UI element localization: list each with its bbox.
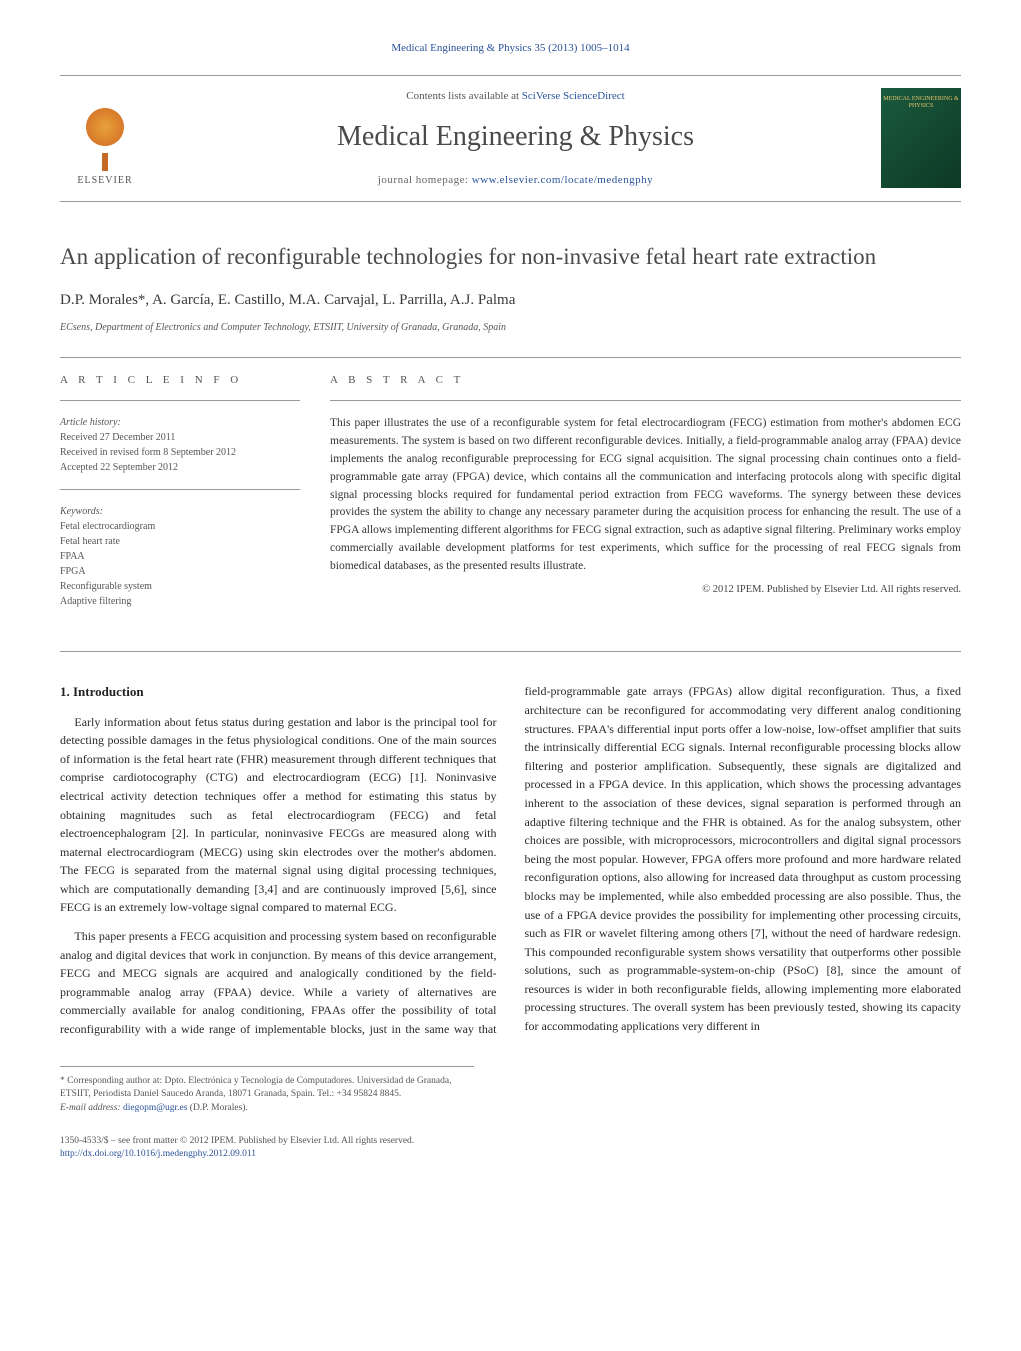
keyword: FPAA bbox=[60, 549, 300, 564]
email-line: E-mail address: diegopm@ugr.es (D.P. Mor… bbox=[60, 1102, 474, 1115]
author-list: D.P. Morales*, A. García, E. Castillo, M… bbox=[60, 289, 961, 312]
publisher-logo-block: ELSEVIER bbox=[60, 88, 150, 188]
footer: 1350-4533/$ – see front matter © 2012 IP… bbox=[60, 1135, 961, 1162]
journal-title: Medical Engineering & Physics bbox=[150, 116, 881, 158]
journal-cover-thumb: MEDICAL ENGINEERING & PHYSICS bbox=[881, 88, 961, 188]
journal-homepage-line: journal homepage: www.elsevier.com/locat… bbox=[150, 172, 881, 189]
doi-link[interactable]: http://dx.doi.org/10.1016/j.medengphy.20… bbox=[60, 1149, 256, 1159]
affiliation: ECsens, Department of Electronics and Co… bbox=[60, 320, 961, 335]
keyword: Fetal electrocardiogram bbox=[60, 519, 300, 534]
journal-homepage-link[interactable]: www.elsevier.com/locate/medengphy bbox=[472, 174, 653, 186]
masthead: ELSEVIER Contents lists available at Sci… bbox=[60, 75, 961, 202]
keywords-heading: Keywords: bbox=[60, 504, 300, 519]
body-paragraph: Early information about fetus status dur… bbox=[60, 713, 497, 918]
history-heading: Article history: bbox=[60, 415, 300, 430]
citation-line: Medical Engineering & Physics 35 (2013) … bbox=[391, 42, 629, 54]
divider bbox=[60, 400, 300, 401]
article-info-column: a r t i c l e i n f o Article history: R… bbox=[60, 372, 300, 624]
corresponding-author: * Corresponding author at: Dpto. Electró… bbox=[60, 1075, 474, 1102]
article-info-label: a r t i c l e i n f o bbox=[60, 372, 300, 389]
keyword: Reconfigurable system bbox=[60, 579, 300, 594]
keyword: Fetal heart rate bbox=[60, 534, 300, 549]
divider bbox=[60, 651, 961, 652]
history-revised: Received in revised form 8 September 201… bbox=[60, 445, 300, 460]
divider bbox=[60, 489, 300, 490]
history-accepted: Accepted 22 September 2012 bbox=[60, 460, 300, 475]
article-history: Article history: Received 27 December 20… bbox=[60, 415, 300, 475]
elsevier-tree-icon bbox=[75, 103, 135, 163]
article-title: An application of reconfigurable technol… bbox=[60, 242, 961, 272]
running-head: Medical Engineering & Physics 35 (2013) … bbox=[60, 40, 961, 57]
section-heading: 1. Introduction bbox=[60, 682, 497, 702]
divider bbox=[330, 400, 961, 401]
article-body: 1. Introduction Early information about … bbox=[60, 682, 961, 1042]
author-email-link[interactable]: diegopm@ugr.es bbox=[123, 1103, 187, 1113]
info-abstract-row: a r t i c l e i n f o Article history: R… bbox=[60, 372, 961, 624]
publisher-label: ELSEVIER bbox=[77, 173, 132, 188]
footnotes: * Corresponding author at: Dpto. Electró… bbox=[60, 1066, 474, 1115]
cover-text: MEDICAL ENGINEERING & PHYSICS bbox=[881, 96, 961, 110]
abstract-label: a b s t r a c t bbox=[330, 372, 961, 389]
footer-copyright: 1350-4533/$ – see front matter © 2012 IP… bbox=[60, 1135, 961, 1148]
keywords-block: Keywords: Fetal electrocardiogram Fetal … bbox=[60, 504, 300, 609]
divider bbox=[60, 357, 961, 358]
keyword: FPGA bbox=[60, 564, 300, 579]
keyword: Adaptive filtering bbox=[60, 594, 300, 609]
contents-available-line: Contents lists available at SciVerse Sci… bbox=[150, 88, 881, 105]
abstract-text: This paper illustrates the use of a reco… bbox=[330, 415, 961, 575]
masthead-center: Contents lists available at SciVerse Sci… bbox=[150, 88, 881, 189]
abstract-copyright: © 2012 IPEM. Published by Elsevier Ltd. … bbox=[330, 582, 961, 598]
abstract-column: a b s t r a c t This paper illustrates t… bbox=[330, 372, 961, 624]
sciencedirect-link[interactable]: SciVerse ScienceDirect bbox=[522, 90, 625, 102]
history-received: Received 27 December 2011 bbox=[60, 430, 300, 445]
